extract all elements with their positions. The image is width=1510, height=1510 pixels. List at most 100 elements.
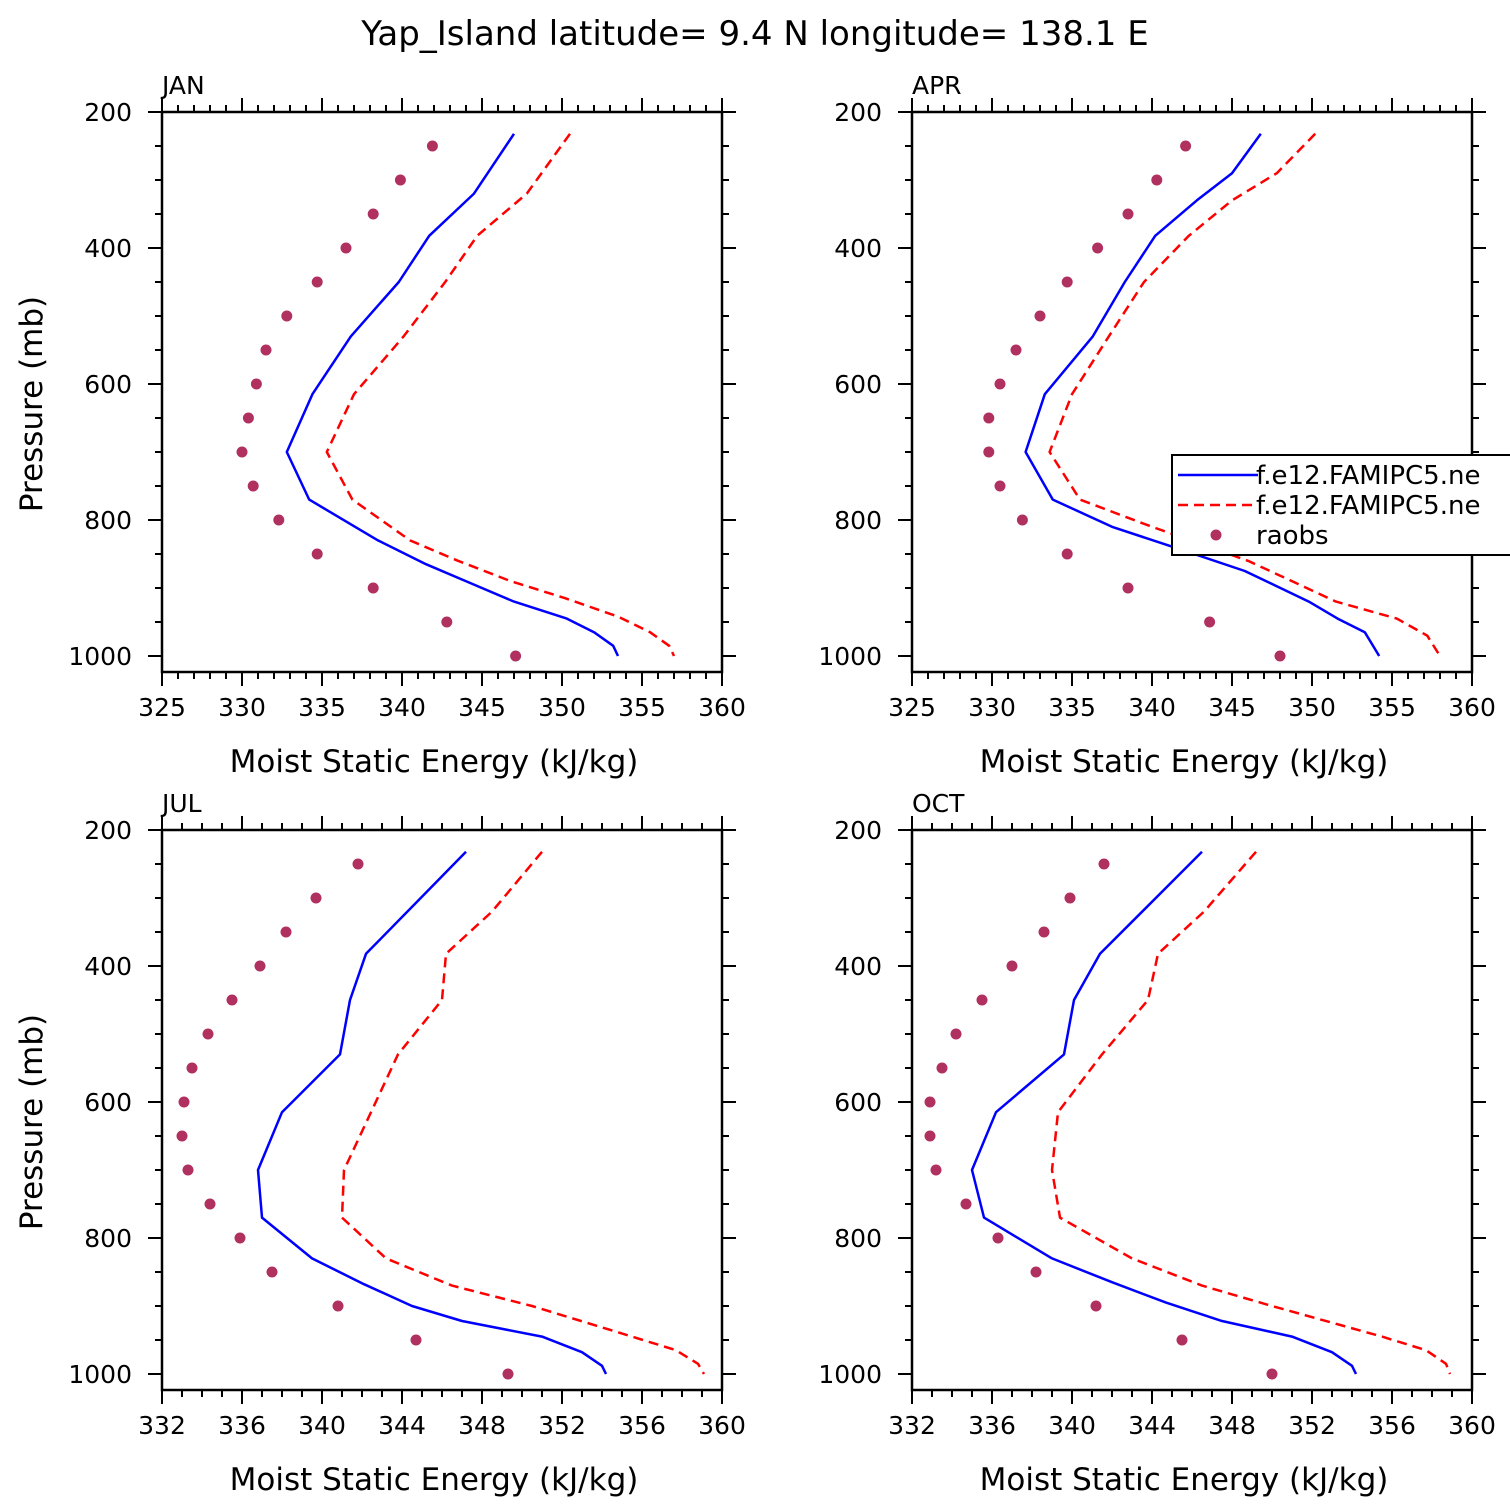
raobs-point bbox=[924, 1130, 936, 1142]
y-tick-label: 600 bbox=[84, 370, 132, 399]
raobs-point bbox=[250, 378, 262, 390]
x-tick-label: 336 bbox=[218, 1411, 266, 1440]
y-tick-label: 400 bbox=[84, 234, 132, 263]
x-tick-label: 332 bbox=[888, 1411, 936, 1440]
raobs-point bbox=[441, 616, 453, 628]
raobs-point bbox=[510, 650, 522, 662]
x-axis-label: Moist Static Energy (kJ/kg) bbox=[230, 744, 639, 780]
raobs-point bbox=[273, 514, 285, 526]
raobs-point bbox=[311, 548, 323, 560]
raobs-point bbox=[311, 276, 323, 288]
raobs-point bbox=[234, 1232, 246, 1244]
series-group bbox=[924, 850, 1452, 1380]
raobs-point bbox=[236, 446, 248, 458]
x-tick-label: 348 bbox=[458, 1411, 506, 1440]
series-line-dashed bbox=[1050, 850, 1452, 1375]
x-tick-label: 355 bbox=[618, 693, 666, 722]
x-tick-label: 330 bbox=[218, 693, 266, 722]
x-axis-label: Moist Static Energy (kJ/kg) bbox=[980, 1462, 1389, 1498]
x-tick-label: 344 bbox=[1128, 1411, 1176, 1440]
x-tick-label: 352 bbox=[538, 1411, 586, 1440]
raobs-point bbox=[1176, 1334, 1188, 1346]
raobs-point bbox=[352, 858, 364, 870]
raobs-point bbox=[1266, 1368, 1278, 1380]
y-tick-label: 200 bbox=[834, 816, 882, 845]
raobs-point bbox=[340, 242, 352, 254]
raobs-point bbox=[242, 412, 254, 424]
legend-label: f.e12.FAMIPC5.ne bbox=[1256, 491, 1480, 521]
raobs-point bbox=[960, 1198, 972, 1210]
panel-label: JAN bbox=[160, 71, 205, 100]
raobs-point bbox=[976, 994, 988, 1006]
x-tick-label: 355 bbox=[1368, 693, 1416, 722]
raobs-point bbox=[260, 344, 272, 356]
series-line-solid bbox=[970, 850, 1358, 1375]
y-tick-label: 800 bbox=[834, 1224, 882, 1253]
y-tick-label: 1000 bbox=[68, 1360, 132, 1389]
x-tick-label: 344 bbox=[378, 1411, 426, 1440]
series-line-dashed bbox=[1048, 132, 1442, 657]
x-tick-label: 345 bbox=[458, 693, 506, 722]
y-tick-label: 200 bbox=[84, 816, 132, 845]
y-tick-label: 800 bbox=[84, 506, 132, 535]
raobs-point bbox=[281, 310, 293, 322]
y-tick-label: 1000 bbox=[68, 642, 132, 671]
panel-jan: JAN 325 330 335 340 345 350 355 360 200 400 600 800 1… bbox=[14, 71, 746, 780]
x-tick-label: 340 bbox=[1048, 1411, 1096, 1440]
legend-label: f.e12.FAMIPC5.ne bbox=[1256, 461, 1480, 491]
x-tick-label: 360 bbox=[1448, 1411, 1496, 1440]
x-axis-label: Moist Static Energy (kJ/kg) bbox=[980, 744, 1389, 780]
legend-swatch-dot bbox=[1210, 529, 1222, 541]
x-tick-label: 340 bbox=[1128, 693, 1176, 722]
raobs-point bbox=[410, 1334, 422, 1346]
raobs-point bbox=[1061, 276, 1073, 288]
figure-title: Yap_Island latitude= 9.4 N longitude= 13… bbox=[360, 14, 1148, 54]
y-tick-label: 800 bbox=[84, 1224, 132, 1253]
x-tick-label: 336 bbox=[968, 1411, 1016, 1440]
x-tick-label: 352 bbox=[1288, 1411, 1336, 1440]
raobs-point bbox=[1122, 582, 1134, 594]
series-line-dashed bbox=[325, 133, 676, 657]
raobs-point bbox=[502, 1368, 514, 1380]
raobs-point bbox=[266, 1266, 278, 1278]
raobs-point bbox=[950, 1028, 962, 1040]
y-tick-label: 400 bbox=[834, 952, 882, 981]
y-tick-label: 1000 bbox=[818, 642, 882, 671]
raobs-point bbox=[1092, 242, 1104, 254]
x-tick-label: 335 bbox=[298, 693, 346, 722]
x-tick-label: 345 bbox=[1208, 693, 1256, 722]
raobs-point bbox=[983, 412, 995, 424]
legend-label: raobs bbox=[1256, 521, 1329, 551]
y-tick-label: 600 bbox=[84, 1088, 132, 1117]
raobs-point bbox=[176, 1130, 188, 1142]
raobs-point bbox=[936, 1062, 948, 1074]
raobs-point bbox=[930, 1164, 942, 1176]
raobs-point bbox=[254, 960, 266, 972]
x-tick-label: 360 bbox=[1448, 693, 1496, 722]
panel-label: JUL bbox=[160, 789, 202, 818]
series-group bbox=[236, 133, 676, 662]
panel-jul: JUL 332 336 340 344 348 352 356 360 200 400 600 800 1… bbox=[14, 789, 746, 1498]
y-tick-label: 800 bbox=[834, 506, 882, 535]
raobs-point bbox=[1204, 616, 1216, 628]
raobs-point bbox=[394, 174, 406, 186]
raobs-point bbox=[1122, 208, 1134, 220]
x-tick-label: 360 bbox=[698, 1411, 746, 1440]
raobs-point bbox=[1090, 1300, 1102, 1312]
y-axis-label: Pressure (mb) bbox=[14, 1014, 50, 1230]
x-tick-label: 360 bbox=[698, 693, 746, 722]
x-tick-label: 332 bbox=[138, 1411, 186, 1440]
x-tick-label: 335 bbox=[1048, 693, 1096, 722]
series-line-solid bbox=[256, 850, 608, 1375]
raobs-point bbox=[367, 208, 379, 220]
x-tick-label: 356 bbox=[618, 1411, 666, 1440]
y-tick-label: 200 bbox=[834, 98, 882, 127]
series-line-solid bbox=[1024, 133, 1381, 657]
raobs-point bbox=[1061, 548, 1073, 560]
raobs-point bbox=[367, 582, 379, 594]
raobs-point bbox=[186, 1062, 198, 1074]
panel-apr: APR 325 330 335 340 345 350 355 360 200 400 600 800 1… bbox=[818, 71, 1495, 780]
raobs-point bbox=[1010, 344, 1022, 356]
raobs-point bbox=[1006, 960, 1018, 972]
